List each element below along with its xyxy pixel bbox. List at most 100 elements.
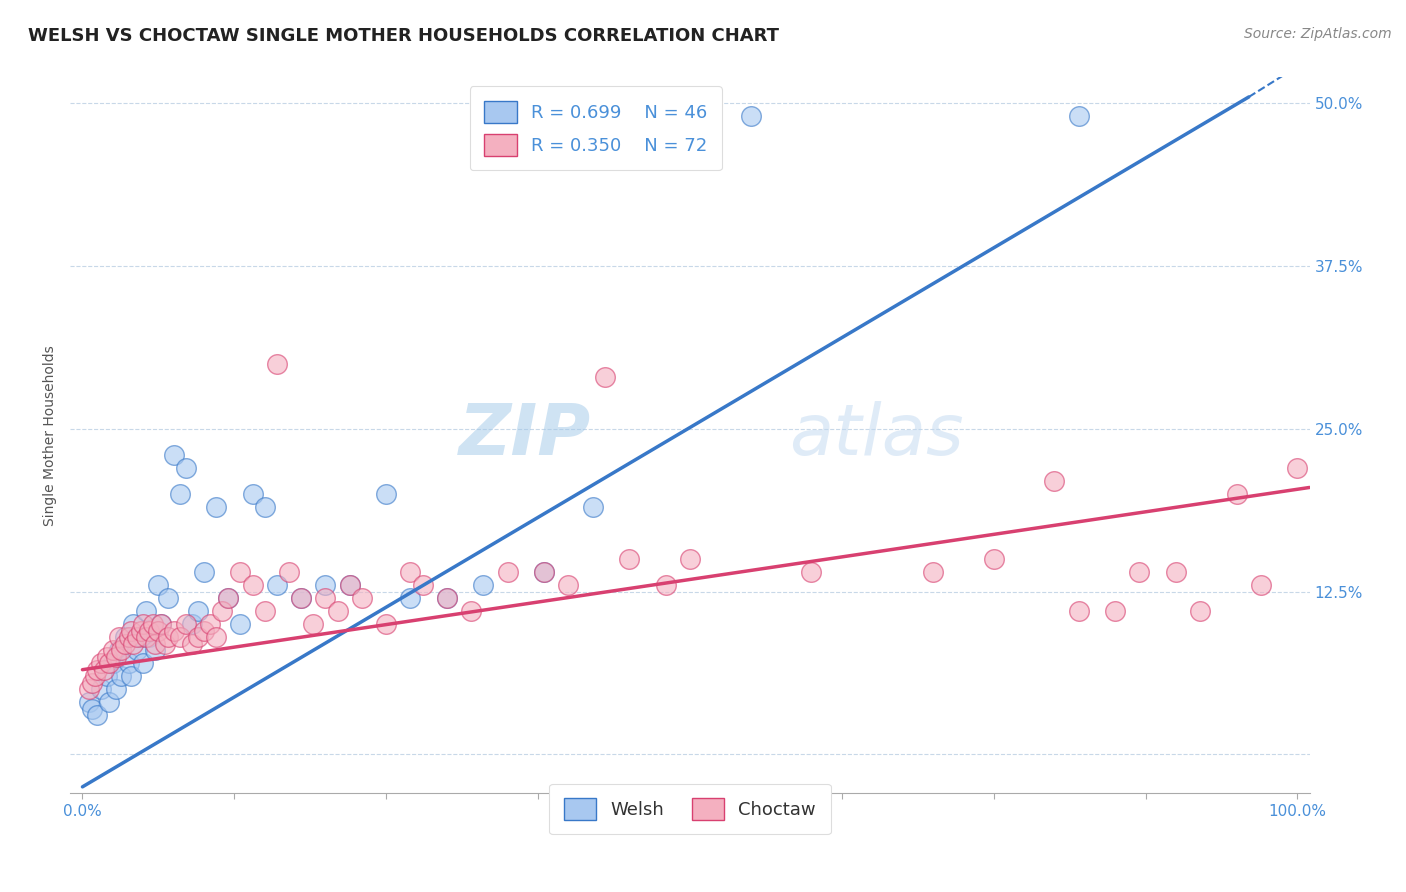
Point (557, 578, 579, 592)
Point (1226, 487, 1249, 501)
Point (86, 708, 108, 723)
Point (617, 552, 640, 566)
Point (120, 624, 142, 638)
Point (169, 487, 191, 501)
Point (146, 578, 169, 592)
Point (169, 630, 191, 644)
Point (120, 669, 142, 683)
Point (436, 591, 458, 606)
Point (138, 624, 160, 638)
Point (290, 591, 312, 606)
Point (86, 663, 108, 677)
Point (593, 369, 616, 384)
Point (174, 617, 197, 632)
Point (90, 682, 112, 697)
Point (679, 552, 702, 566)
Text: atlas: atlas (789, 401, 963, 470)
Point (122, 637, 145, 651)
Point (156, 630, 179, 644)
Point (101, 656, 124, 670)
Point (314, 578, 336, 592)
Point (77, 695, 100, 709)
Text: WELSH VS CHOCTAW SINGLE MOTHER HOUSEHOLDS CORRELATION CHART: WELSH VS CHOCTAW SINGLE MOTHER HOUSEHOLD… (28, 27, 779, 45)
Point (1067, 604, 1090, 618)
Point (132, 617, 155, 632)
Text: ZIP: ZIP (458, 401, 591, 470)
Point (127, 643, 149, 657)
Point (162, 624, 184, 638)
Point (242, 487, 264, 501)
Point (187, 630, 209, 644)
Point (90, 656, 112, 670)
Point (290, 591, 312, 606)
Point (110, 643, 132, 657)
Point (229, 617, 252, 632)
Point (242, 578, 264, 592)
Point (205, 630, 228, 644)
Point (460, 604, 482, 618)
Point (217, 591, 239, 606)
Point (211, 604, 233, 618)
Point (533, 565, 555, 579)
Point (132, 656, 155, 670)
Point (1164, 565, 1187, 579)
Point (1043, 474, 1066, 488)
Point (108, 630, 131, 644)
Point (98, 695, 121, 709)
Point (117, 630, 139, 644)
Point (314, 591, 336, 606)
Point (150, 617, 173, 632)
Point (253, 604, 276, 618)
Point (740, 110, 762, 124)
Point (217, 591, 239, 606)
Point (143, 643, 166, 657)
Point (654, 578, 676, 592)
Point (82, 675, 104, 690)
Point (800, 565, 823, 579)
Point (110, 669, 132, 683)
Point (1128, 565, 1150, 579)
Point (101, 643, 124, 657)
Point (278, 565, 301, 579)
Point (156, 591, 179, 606)
Point (114, 630, 136, 644)
Point (983, 552, 1005, 566)
Point (205, 500, 228, 514)
Point (922, 565, 945, 579)
Point (339, 578, 361, 592)
Point (1286, 461, 1309, 475)
Point (472, 578, 495, 592)
Point (146, 624, 169, 638)
Point (350, 591, 373, 606)
Point (266, 578, 288, 592)
Point (1189, 604, 1212, 618)
Point (399, 591, 422, 606)
Y-axis label: Single Mother Households: Single Mother Households (44, 345, 58, 525)
Point (129, 624, 152, 638)
Legend: Welsh, Choctaw: Welsh, Choctaw (550, 783, 831, 834)
Point (1104, 604, 1126, 618)
Point (105, 649, 128, 664)
Text: Source: ZipAtlas.com: Source: ZipAtlas.com (1244, 27, 1392, 41)
Point (135, 630, 157, 644)
Point (93, 663, 115, 677)
Point (174, 461, 197, 475)
Point (229, 565, 252, 579)
Point (122, 617, 145, 632)
Point (127, 630, 149, 644)
Point (339, 578, 361, 592)
Point (1067, 110, 1090, 124)
Point (153, 637, 176, 651)
Point (105, 682, 128, 697)
Point (180, 637, 202, 651)
Point (83, 669, 105, 683)
Point (193, 624, 215, 638)
Point (138, 630, 160, 644)
Point (77, 682, 100, 697)
Point (143, 637, 166, 651)
Point (150, 617, 173, 632)
Point (266, 357, 288, 371)
Point (96, 669, 118, 683)
Point (180, 617, 202, 632)
Point (108, 643, 131, 657)
